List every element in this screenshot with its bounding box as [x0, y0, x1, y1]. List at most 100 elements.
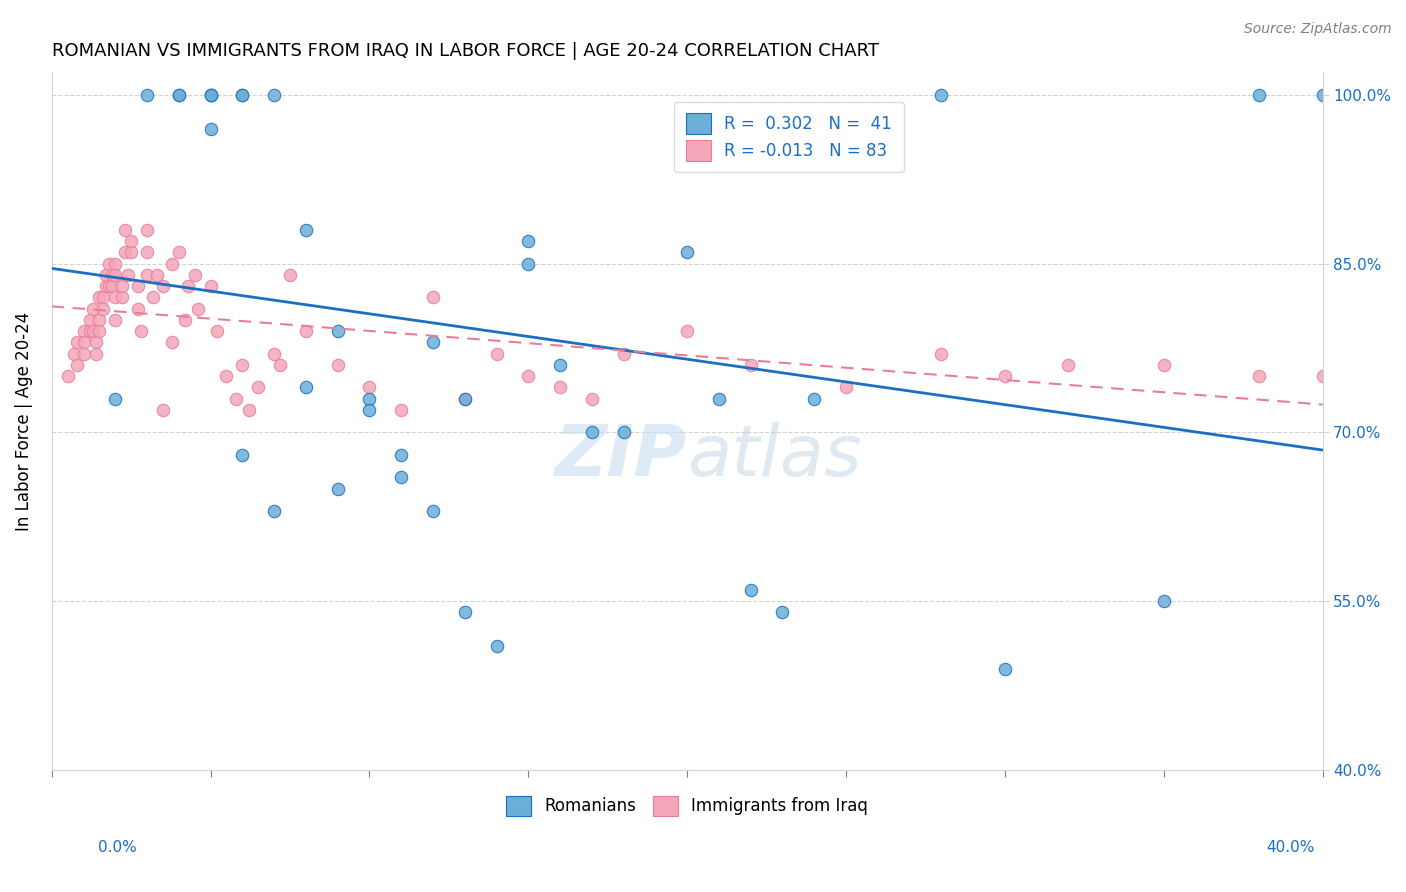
- Point: [94, 268, 117, 282]
- Point: [613, 347, 636, 361]
- Text: ROMANIAN VS IMMIGRANTS FROM IRAQ IN LABOR FORCE | AGE 20-24 CORRELATION CHART: ROMANIAN VS IMMIGRANTS FROM IRAQ IN LABO…: [52, 42, 879, 60]
- Point: [581, 392, 603, 406]
- Point: [104, 257, 127, 271]
- Point: [200, 87, 222, 102]
- Point: [326, 358, 349, 372]
- Point: [101, 268, 124, 282]
- Point: [120, 234, 142, 248]
- Point: [97, 257, 120, 271]
- Point: [485, 639, 508, 653]
- Point: [772, 606, 794, 620]
- Point: [177, 279, 200, 293]
- Point: [120, 245, 142, 260]
- Y-axis label: In Labor Force | Age 20-24: In Labor Force | Age 20-24: [15, 311, 32, 531]
- Point: [389, 448, 412, 462]
- Point: [231, 87, 253, 102]
- Point: [91, 301, 114, 316]
- Point: [136, 223, 159, 237]
- Text: 0.0%: 0.0%: [98, 840, 138, 855]
- Point: [167, 87, 190, 102]
- Point: [142, 290, 165, 304]
- Point: [114, 245, 136, 260]
- Point: [91, 290, 114, 304]
- Point: [359, 392, 381, 406]
- Text: ZIP: ZIP: [555, 422, 688, 491]
- Point: [359, 403, 381, 417]
- Point: [676, 324, 699, 338]
- Point: [389, 403, 412, 417]
- Point: [238, 403, 260, 417]
- Point: [295, 380, 318, 394]
- Point: [931, 347, 953, 361]
- Point: [72, 335, 94, 350]
- Point: [215, 369, 238, 384]
- Point: [454, 606, 477, 620]
- Point: [104, 290, 127, 304]
- Point: [162, 335, 184, 350]
- Point: [82, 301, 104, 316]
- Point: [104, 313, 127, 327]
- Point: [167, 87, 190, 102]
- Point: [931, 87, 953, 102]
- Legend: Romanians, Immigrants from Iraq: Romanians, Immigrants from Iraq: [498, 788, 876, 824]
- Point: [94, 279, 117, 293]
- Point: [231, 358, 253, 372]
- Point: [200, 87, 222, 102]
- Point: [89, 324, 111, 338]
- Point: [422, 335, 444, 350]
- Point: [994, 369, 1017, 384]
- Point: [295, 223, 318, 237]
- Point: [127, 279, 149, 293]
- Point: [127, 301, 149, 316]
- Point: [152, 403, 174, 417]
- Point: [263, 347, 285, 361]
- Point: [803, 392, 825, 406]
- Point: [517, 257, 540, 271]
- Point: [66, 335, 89, 350]
- Point: [613, 425, 636, 440]
- Point: [174, 313, 197, 327]
- Point: [72, 347, 94, 361]
- Point: [200, 121, 222, 136]
- Point: [79, 313, 101, 327]
- Point: [454, 392, 477, 406]
- Point: [517, 234, 540, 248]
- Point: [136, 87, 159, 102]
- Point: [84, 335, 107, 350]
- Point: [994, 662, 1017, 676]
- Point: [136, 268, 159, 282]
- Point: [101, 279, 124, 293]
- Point: [183, 268, 205, 282]
- Point: [72, 324, 94, 338]
- Point: [145, 268, 167, 282]
- Point: [1247, 87, 1270, 102]
- Point: [1153, 358, 1175, 372]
- Text: atlas: atlas: [688, 422, 862, 491]
- Point: [136, 245, 159, 260]
- Point: [111, 279, 134, 293]
- Point: [278, 268, 301, 282]
- Point: [740, 358, 762, 372]
- Point: [200, 87, 222, 102]
- Point: [485, 347, 508, 361]
- Point: [676, 245, 699, 260]
- Point: [1057, 358, 1080, 372]
- Point: [66, 358, 89, 372]
- Point: [581, 425, 603, 440]
- Point: [389, 470, 412, 484]
- Point: [835, 380, 858, 394]
- Point: [422, 290, 444, 304]
- Point: [200, 279, 222, 293]
- Point: [167, 245, 190, 260]
- Point: [231, 87, 253, 102]
- Point: [707, 392, 730, 406]
- Point: [89, 290, 111, 304]
- Point: [225, 392, 247, 406]
- Point: [263, 87, 285, 102]
- Point: [263, 504, 285, 518]
- Point: [359, 380, 381, 394]
- Point: [82, 324, 104, 338]
- Point: [187, 301, 209, 316]
- Point: [295, 324, 318, 338]
- Point: [89, 313, 111, 327]
